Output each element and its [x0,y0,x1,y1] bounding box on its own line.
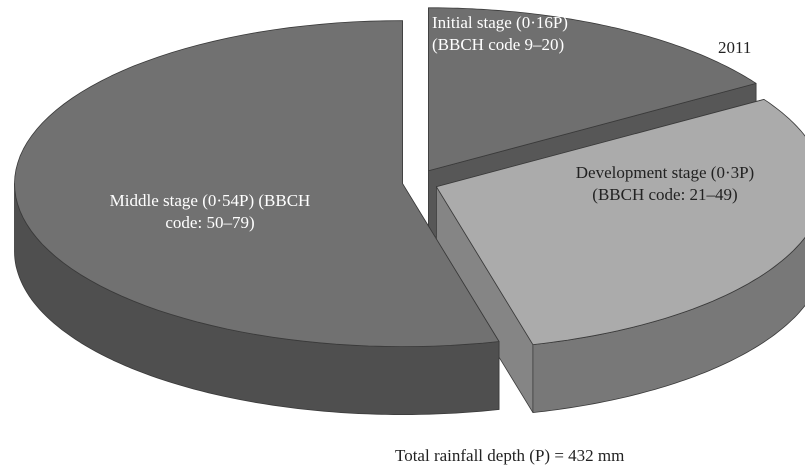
slice-label: Development stage (0·3P) (BBCH code: 21–… [575,163,755,204]
slice [428,7,757,172]
slice [436,99,805,345]
slice [14,20,500,347]
chart-note: Total rainfall depth (P) = 432 mm [395,446,625,465]
chart-title: 2011 [718,38,752,57]
slice-label: Middle stage (0·54P) (BBCH code: 50–79) [109,191,311,232]
slice-label: Initial stage (0·16P) (BBCH code 9–20) [432,13,568,54]
